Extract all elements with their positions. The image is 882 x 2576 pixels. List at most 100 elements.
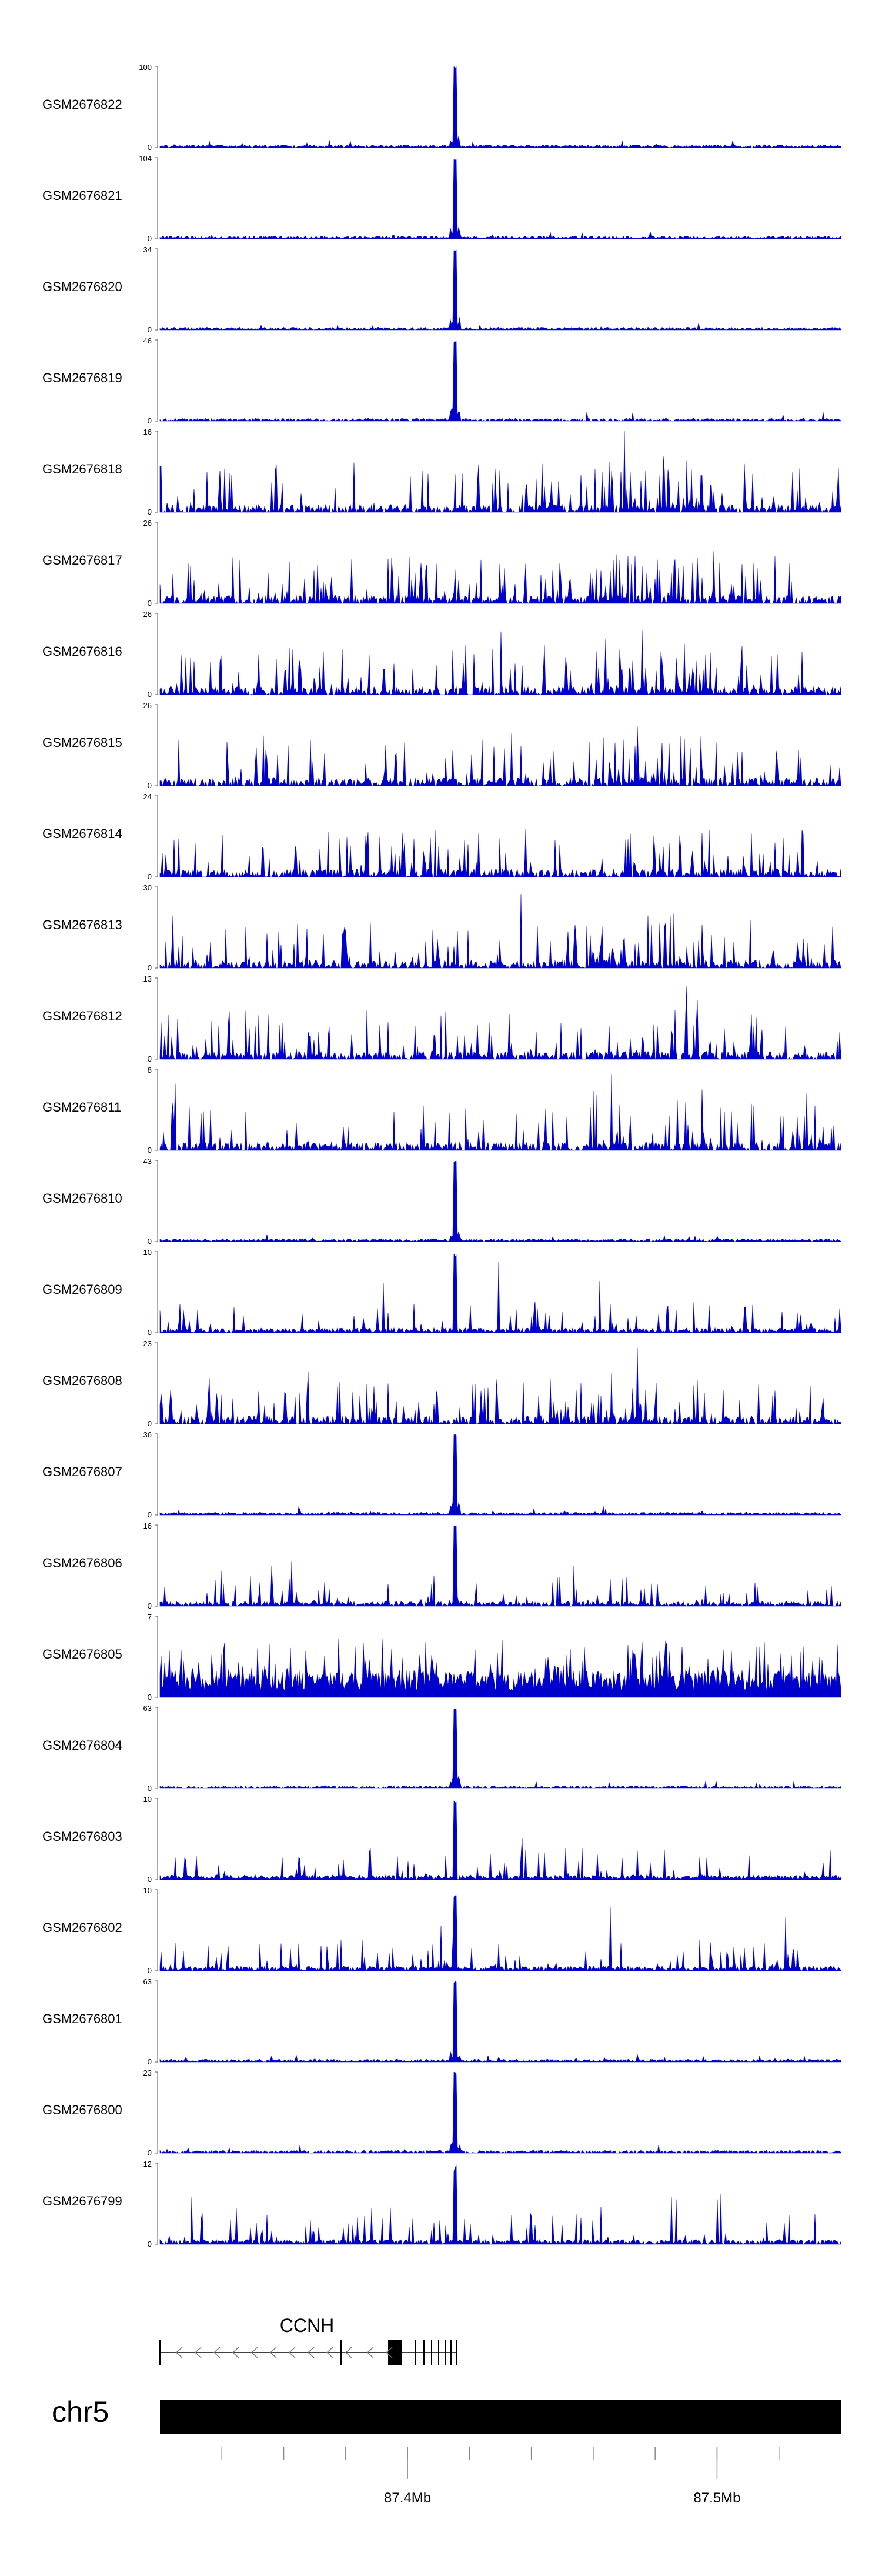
- track-label: GSM2676811: [42, 1100, 121, 1115]
- signal-area: [159, 894, 841, 969]
- track-label: GSM2676803: [42, 1829, 122, 1844]
- track-GSM2676810: GSM2676810 43 0: [42, 1157, 841, 1246]
- strand-arrow: [307, 2347, 315, 2358]
- track-GSM2676820: GSM2676820 34 0: [42, 245, 841, 334]
- track-ymin-label: 0: [148, 1693, 152, 1701]
- strand-arrow: [250, 2347, 258, 2358]
- track-label: GSM2676808: [42, 1373, 122, 1388]
- strand-arrow: [232, 2347, 239, 2358]
- track-label: GSM2676801: [42, 2011, 122, 2026]
- axis-tick-label: 87.4Mb: [384, 2490, 431, 2506]
- track-GSM2676807: GSM2676807 36 0: [42, 1430, 841, 1519]
- signal-area: [159, 159, 841, 239]
- signal-area: [159, 1895, 841, 1971]
- gene-exon: [395, 2340, 402, 2365]
- gene-track: CCNH: [159, 2315, 457, 2365]
- signal-area: [159, 726, 841, 787]
- track-label: GSM2676800: [42, 2103, 122, 2117]
- track-ymin-label: 0: [148, 234, 152, 243]
- gene-exon: [431, 2340, 432, 2365]
- track-ymax-label: 43: [143, 1157, 152, 1166]
- chromosome-track: chr5 87.4Mb 87.5Mb: [52, 2395, 841, 2506]
- strand-arrow: [194, 2347, 202, 2358]
- signal-area: [159, 1347, 841, 1425]
- track-GSM2676813: GSM2676813 30 0: [42, 883, 841, 972]
- strand-arrow: [175, 2347, 183, 2358]
- signal-area: [159, 551, 841, 605]
- signal-area: [159, 1525, 841, 1607]
- signal-area: [159, 2164, 841, 2245]
- track-label: GSM2676820: [42, 279, 122, 294]
- track-ymin-label: 0: [148, 1328, 152, 1337]
- strand-arrow: [213, 2347, 220, 2358]
- gene-exon: [340, 2340, 342, 2365]
- track-label: GSM2676809: [42, 1282, 122, 1297]
- track-GSM2676804: GSM2676804 63 0: [42, 1704, 841, 1793]
- track-label: GSM2676816: [42, 644, 122, 659]
- track-ymax-label: 63: [143, 1704, 152, 1713]
- track-ymin-label: 0: [148, 1966, 152, 1975]
- track-ymin-label: 0: [148, 2057, 152, 2066]
- track-GSM2676818: GSM2676818 16 0: [42, 428, 841, 516]
- track-ymax-label: 26: [143, 519, 152, 528]
- track-GSM2676821: GSM2676821 104 0: [42, 154, 841, 243]
- track-label: GSM2676822: [42, 97, 122, 112]
- gene-exon: [415, 2340, 416, 2365]
- track-label: GSM2676802: [42, 1920, 122, 1935]
- signal-area: [159, 1160, 841, 1242]
- signal-area: [159, 249, 841, 331]
- track-GSM2676814: GSM2676814 24 0: [42, 792, 841, 881]
- signal-area: [159, 1253, 841, 1334]
- strand-arrow: [385, 2347, 393, 2358]
- track-ymin-label: 0: [148, 1237, 152, 1246]
- gene-exon: [445, 2340, 446, 2365]
- track-ymax-label: 10: [143, 1795, 152, 1804]
- track-ymin-label: 0: [148, 599, 152, 608]
- chromosome-label: chr5: [52, 2395, 109, 2428]
- track-label: GSM2676810: [42, 1191, 122, 1206]
- track-GSM2676817: GSM2676817 26 0: [42, 519, 841, 608]
- track-ymin-label: 0: [148, 1055, 152, 1063]
- track-ymax-label: 36: [143, 1430, 152, 1439]
- gene-exon: [450, 2340, 452, 2365]
- track-ymax-label: 26: [143, 610, 152, 619]
- track-ymax-label: 7: [148, 1613, 152, 1621]
- track-ymin-label: 0: [148, 2148, 152, 2157]
- signal-area: [159, 1981, 841, 2063]
- track-ymax-label: 24: [143, 792, 152, 801]
- track-ymin-label: 0: [148, 1419, 152, 1428]
- signal-area: [159, 431, 841, 513]
- track-ymax-label: 30: [143, 883, 152, 892]
- track-GSM2676808: GSM2676808 23 0: [42, 1339, 841, 1428]
- track-ymax-label: 34: [143, 245, 152, 254]
- track-GSM2676805: GSM2676805 7 0: [42, 1613, 841, 1701]
- track-label: GSM2676813: [42, 917, 122, 932]
- track-GSM2676802: GSM2676802 10 0: [42, 1886, 841, 1975]
- signal-area: [159, 1639, 841, 1698]
- track-GSM2676812: GSM2676812 13 0: [42, 975, 841, 1063]
- strand-arrow: [269, 2347, 277, 2358]
- track-GSM2676819: GSM2676819 46 0: [42, 336, 841, 425]
- track-label: GSM2676817: [42, 553, 122, 568]
- track-GSM2676815: GSM2676815 26 0: [42, 701, 841, 790]
- gene-label: CCNH: [280, 2315, 334, 2336]
- track-ymax-label: 26: [143, 701, 152, 710]
- track-ymax-label: 10: [143, 1886, 152, 1895]
- track-label: GSM2676807: [42, 1464, 122, 1479]
- track-label: GSM2676814: [42, 826, 122, 841]
- track-GSM2676811: GSM2676811 8 0: [42, 1066, 841, 1154]
- track-ymin-label: 0: [148, 690, 152, 699]
- track-label: GSM2676821: [42, 188, 122, 203]
- track-ymax-label: 23: [143, 1339, 152, 1348]
- track-ymax-label: 63: [143, 1977, 152, 1986]
- track-ymax-label: 12: [143, 2160, 152, 2168]
- track-GSM2676800: GSM2676800 23 0: [42, 2068, 841, 2157]
- track-ymin-label: 0: [148, 416, 152, 425]
- track-ymin-label: 0: [148, 963, 152, 972]
- track-ymax-label: 104: [139, 154, 152, 163]
- track-label: GSM2676804: [42, 1738, 122, 1753]
- signal-area: [159, 630, 841, 696]
- track-label: GSM2676806: [42, 1556, 122, 1570]
- track-GSM2676806: GSM2676806 16 0: [42, 1521, 841, 1610]
